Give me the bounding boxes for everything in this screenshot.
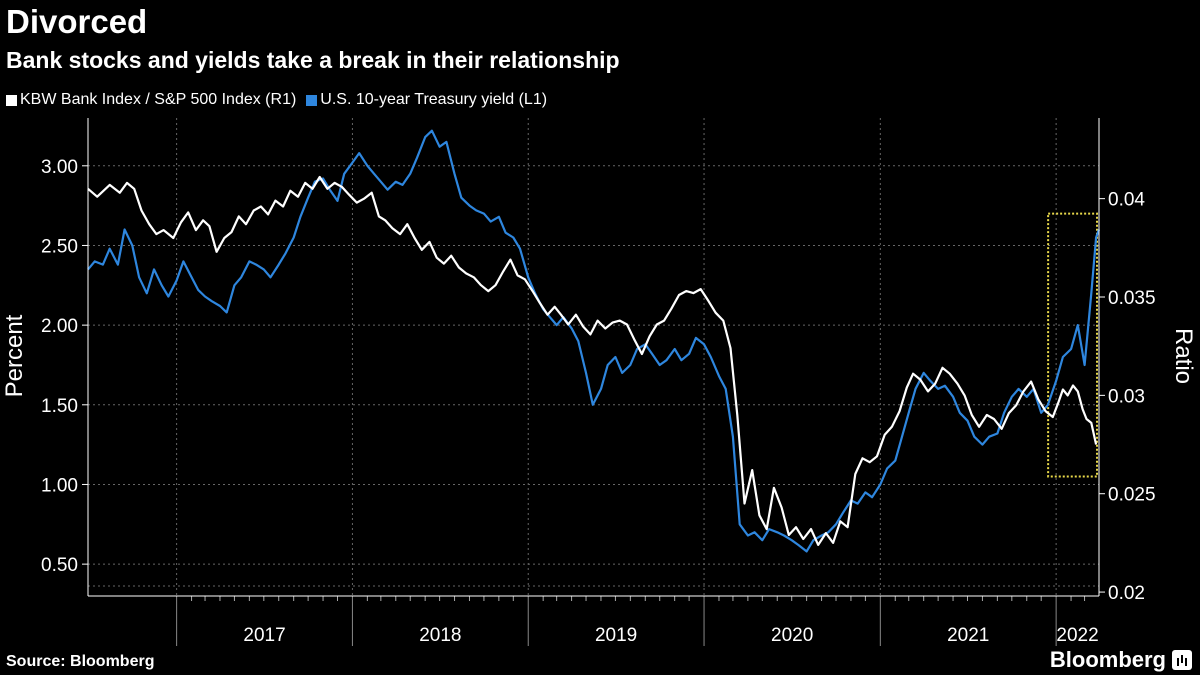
right-axis-tick-label: 0.035 (1108, 288, 1156, 309)
source-note: Source: Bloomberg (6, 653, 155, 670)
brand-name: Bloomberg (1049, 647, 1166, 672)
right-axis-tick-label: 0.02 (1108, 583, 1145, 604)
legend-swatch-treasury-yield (306, 94, 318, 106)
right-axis-tick-label: 0.04 (1108, 190, 1145, 211)
series-line-bank-ratio (87, 175, 1098, 546)
left-axis-tick-label: 1.50 (41, 396, 78, 417)
grid-lines (88, 118, 1099, 596)
bloomberg-chart-icon (1172, 650, 1192, 670)
x-axis-tick-label: 2019 (595, 625, 637, 646)
x-axis-tick-label: 2017 (243, 625, 285, 646)
x-axis-tick-label: 2018 (419, 625, 461, 646)
left-axis-tick-label: 2.50 (41, 236, 78, 257)
x-axis-tick-label: 2020 (771, 625, 813, 646)
legend-item-bank-ratio: KBW Bank Index / S&P 500 Index (R1) (6, 89, 296, 111)
right-axis-tick-label: 0.03 (1108, 386, 1145, 407)
legend-swatch-bank-ratio (6, 94, 17, 106)
left-axis-tick-label: 3.00 (41, 157, 78, 178)
legend-label-bank-ratio: KBW Bank Index / S&P 500 Index (R1) (20, 91, 297, 108)
right-axis-title: Ratio (1170, 328, 1197, 384)
legend: KBW Bank Index / S&P 500 Index (R1) U.S.… (6, 89, 557, 111)
legend-label-treasury-yield: U.S. 10-year Treasury yield (L1) (320, 91, 548, 108)
highlight-region (1047, 212, 1099, 478)
chart-subtitle: Bank stocks and yields take a break in t… (6, 47, 620, 73)
left-axis-title: Percent (1, 314, 28, 397)
chart-title: Divorced (6, 3, 148, 40)
left-axis-tick-label: 1.00 (41, 475, 78, 496)
left-axis-tick-label: 2.00 (41, 316, 78, 337)
axes: 0.50 1.00 1.50 2.00 2.50 3.00 0.02 0.025 0.03 0.0… (41, 118, 1156, 646)
x-axis-tick-label: 2021 (947, 625, 989, 646)
right-axis-tick-label: 0.025 (1108, 485, 1156, 506)
left-axis-tick-label: 0.50 (41, 555, 78, 576)
highlight-box (1047, 212, 1099, 478)
series-lines (87, 129, 1101, 553)
bloomberg-logo: Bloomberg (1050, 647, 1192, 673)
series-line-treasury-yield (87, 129, 1101, 553)
x-axis-tick-label: 2022 (1056, 625, 1098, 646)
legend-item-treasury-yield: U.S. 10-year Treasury yield (L1) (306, 89, 547, 111)
